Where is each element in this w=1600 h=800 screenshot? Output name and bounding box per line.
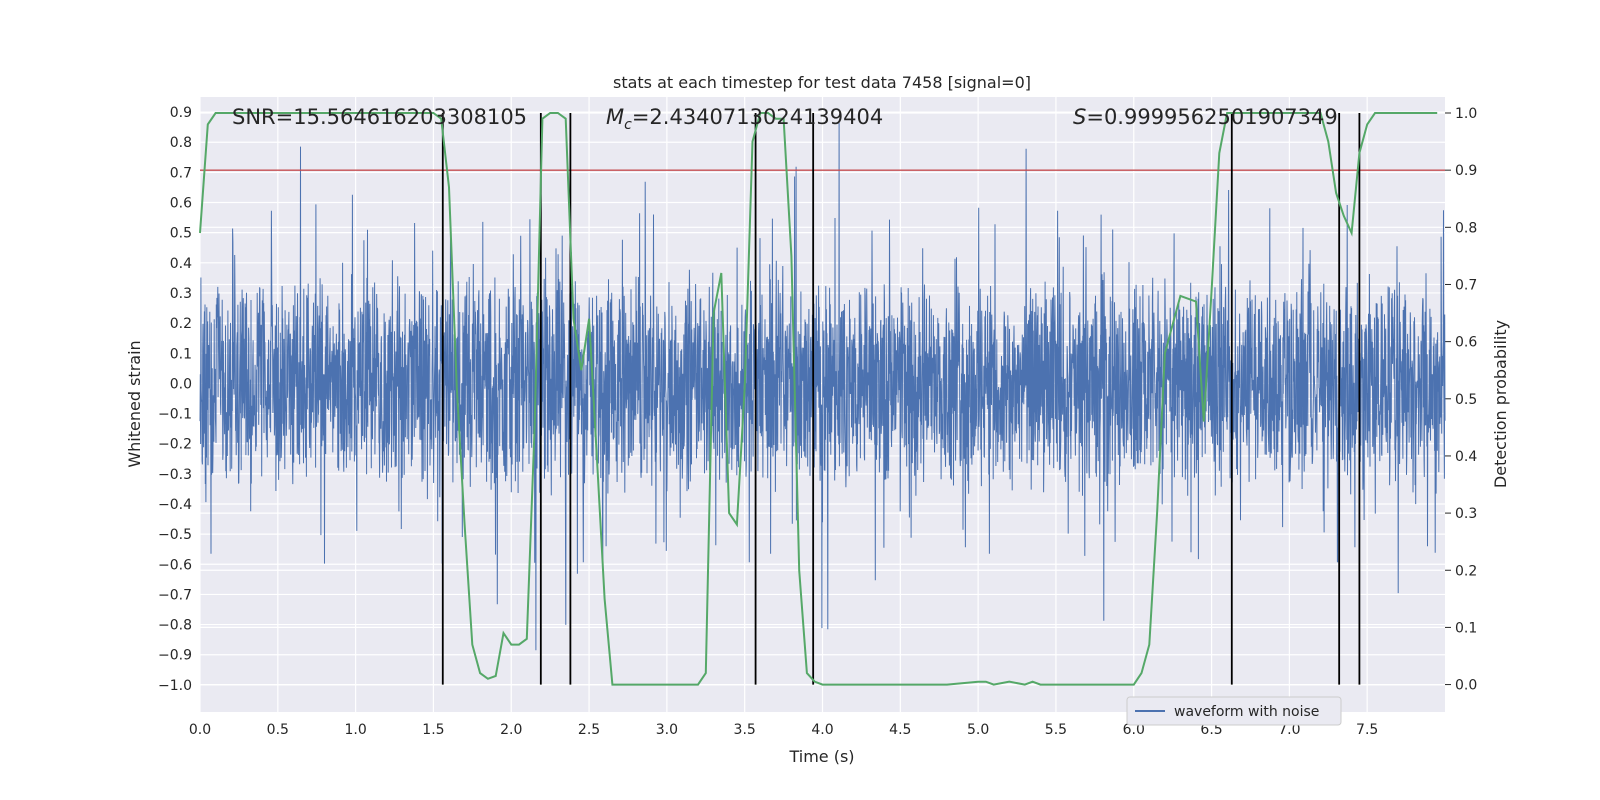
y-axis-label: Whitened strain (125, 340, 144, 467)
x-tick-label: 4.0 (811, 722, 833, 738)
snr-annotation: SNR=15.564616203308105 (232, 105, 527, 129)
y2-tick-label: 0.7 (1455, 277, 1477, 293)
y-tick-label: −0.8 (158, 618, 192, 634)
legend-box (1126, 696, 1342, 726)
y2-tick-label: 0.6 (1455, 335, 1477, 351)
y-tick-label: 0.9 (170, 105, 192, 121)
y2-tick-label: 0.9 (1455, 163, 1477, 179)
y-tick-labels: 0.9 0.8 0.7 0.6 0.5 0.4 0.3 0.2 0.1 0.0 −0.1 −0.2 −0… (158, 105, 192, 694)
y-tick-label: 0.1 (170, 346, 192, 362)
y-tick-label: −0.9 (158, 648, 192, 664)
x-tick-label: 0.5 (267, 722, 289, 738)
y2-tick-label: 0.1 (1455, 620, 1477, 636)
chirp-mass-annotation: Mc=2.4340713024139404 (606, 105, 883, 133)
y-tick-label: −0.4 (158, 497, 192, 513)
y-tick-label: 0.8 (170, 135, 192, 151)
y2-tick-label: 0.0 (1455, 678, 1477, 694)
s-symbol: S (1073, 105, 1086, 129)
y2-tick-label: 0.3 (1455, 506, 1477, 522)
x-axis-label: Time (s) (788, 747, 854, 766)
y-tick-label: 0.2 (170, 316, 192, 332)
y2-tick-labels: 1.0 0.9 0.8 0.7 0.6 0.5 0.4 0.3 0.2 0.1 0.0 (1455, 106, 1477, 694)
x-tick-label: 5.5 (1045, 722, 1067, 738)
x-tick-label: 5.0 (967, 722, 989, 738)
y2-tick-label: 0.8 (1455, 220, 1477, 236)
y2-axis-label: Detection probability (1491, 320, 1510, 488)
y-tick-label: 0.3 (170, 286, 192, 302)
x-tick-label: 7.0 (1278, 722, 1300, 738)
y-tick-label: −0.6 (158, 557, 192, 573)
y-tick-label: −0.3 (158, 467, 192, 483)
x-tick-label: 2.5 (578, 722, 600, 738)
x-tick-label: 6.5 (1200, 722, 1222, 738)
y-tick-label: −1.0 (158, 678, 192, 694)
mc-symbol: M (606, 105, 624, 129)
x-tick-labels: 0.0 0.5 1.0 1.5 2.0 2.5 3.0 3.5 4.0 4.5 5.0 5.5 6.0 6… (189, 722, 1378, 738)
legend-label: waveform with noise (1174, 704, 1319, 720)
y-tick-label: 0.5 (170, 226, 192, 242)
chart-title: stats at each timestep for test data 745… (613, 73, 1031, 92)
y2-tick-label: 0.2 (1455, 563, 1477, 579)
x-tick-label: 0.0 (189, 722, 211, 738)
y-tick-label: −0.2 (158, 437, 192, 453)
x-tick-label: 1.5 (422, 722, 444, 738)
y-tick-label: 0.0 (170, 376, 192, 392)
legend: waveform with noise (1126, 696, 1342, 726)
y-tick-label: −0.1 (158, 407, 192, 423)
y2-tick-label: 0.4 (1455, 449, 1477, 465)
s-value: =0.9999562501907349 (1086, 105, 1337, 129)
y2-tick-label: 0.5 (1455, 392, 1477, 408)
x-tick-label: 3.5 (734, 722, 756, 738)
x-tick-label: 6.0 (1123, 722, 1145, 738)
x-tick-label: 7.5 (1356, 722, 1378, 738)
statistic-annotation: S=0.9999562501907349 (1073, 105, 1338, 129)
y-tick-label: 0.4 (170, 256, 192, 272)
y-tick-label: 0.6 (170, 196, 192, 212)
mc-subscript: c (624, 117, 632, 133)
y2-tick-label: 1.0 (1455, 106, 1477, 122)
mc-value: =2.4340713024139404 (632, 105, 883, 129)
y-tick-label: −0.7 (158, 587, 192, 603)
y-tick-label: −0.5 (158, 527, 192, 543)
x-tick-label: 3.0 (656, 722, 678, 738)
x-tick-label: 1.0 (344, 722, 366, 738)
y-tick-label: 0.7 (170, 165, 192, 181)
x-tick-label: 4.5 (889, 722, 911, 738)
x-tick-label: 2.0 (500, 722, 522, 738)
probability-series (199, 112, 1438, 686)
waveform-series (199, 123, 1446, 651)
